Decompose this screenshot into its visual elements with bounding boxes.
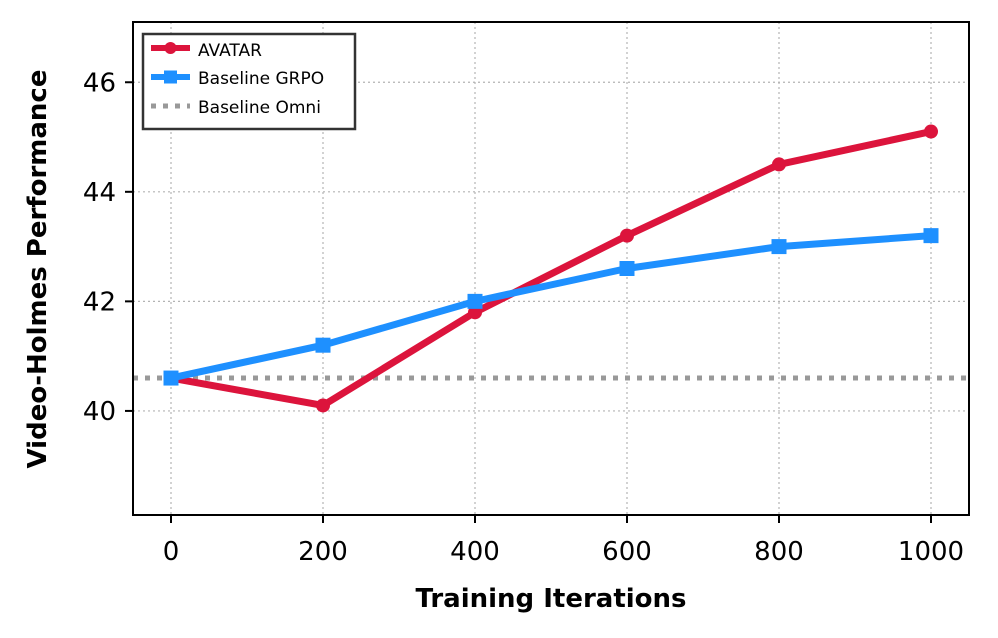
avatar-point [924, 124, 938, 139]
baseline-grpo-point [467, 293, 483, 309]
series-lines [163, 124, 939, 413]
legend-swatches [151, 42, 190, 109]
y-tick-label: 44 [83, 178, 116, 208]
y-axis-title: Video-Holmes Performance [23, 70, 53, 469]
y-tick-label: 40 [83, 397, 116, 427]
plot-frame [132, 21, 970, 516]
avatar-line [170, 128, 932, 409]
baseline-grpo-point [163, 370, 179, 386]
x-axis-title: Training Iterations [415, 584, 686, 614]
y-tick-label: 46 [83, 68, 116, 98]
x-tick-label: 1000 [898, 537, 964, 567]
legend-label-avatar: AVATAR [198, 41, 262, 61]
avatar-series [164, 124, 938, 413]
avatar-point [316, 398, 330, 413]
legend: AVATAR Baseline GRPO Baseline Omni [141, 32, 357, 131]
x-tick-label: 0 [163, 537, 180, 567]
x-tick-label: 200 [298, 537, 348, 567]
legend-label-baseline-grpo: Baseline GRPO [198, 69, 324, 89]
y-tick-label: 42 [83, 287, 116, 317]
x-tick-label: 600 [602, 537, 652, 567]
baseline-grpo-point [315, 337, 331, 353]
avatar-point [620, 228, 634, 243]
baseline-grpo-point [619, 261, 635, 276]
x-tick-label: 400 [450, 537, 500, 567]
baseline-grpo-line [170, 232, 932, 382]
axis-ticks: 0 200 400 600 800 1000 40 42 44 46 [83, 68, 964, 567]
legend-marker-baseline-grpo [164, 70, 177, 84]
legend-marker-avatar [164, 42, 177, 54]
x-tick-label: 800 [754, 537, 804, 567]
baseline-grpo-point [771, 239, 787, 255]
avatar-point [772, 157, 786, 172]
baseline-grpo-series [163, 228, 939, 386]
legend-label-baseline-omni: Baseline Omni [198, 98, 321, 118]
baseline-grpo-point [923, 228, 939, 244]
